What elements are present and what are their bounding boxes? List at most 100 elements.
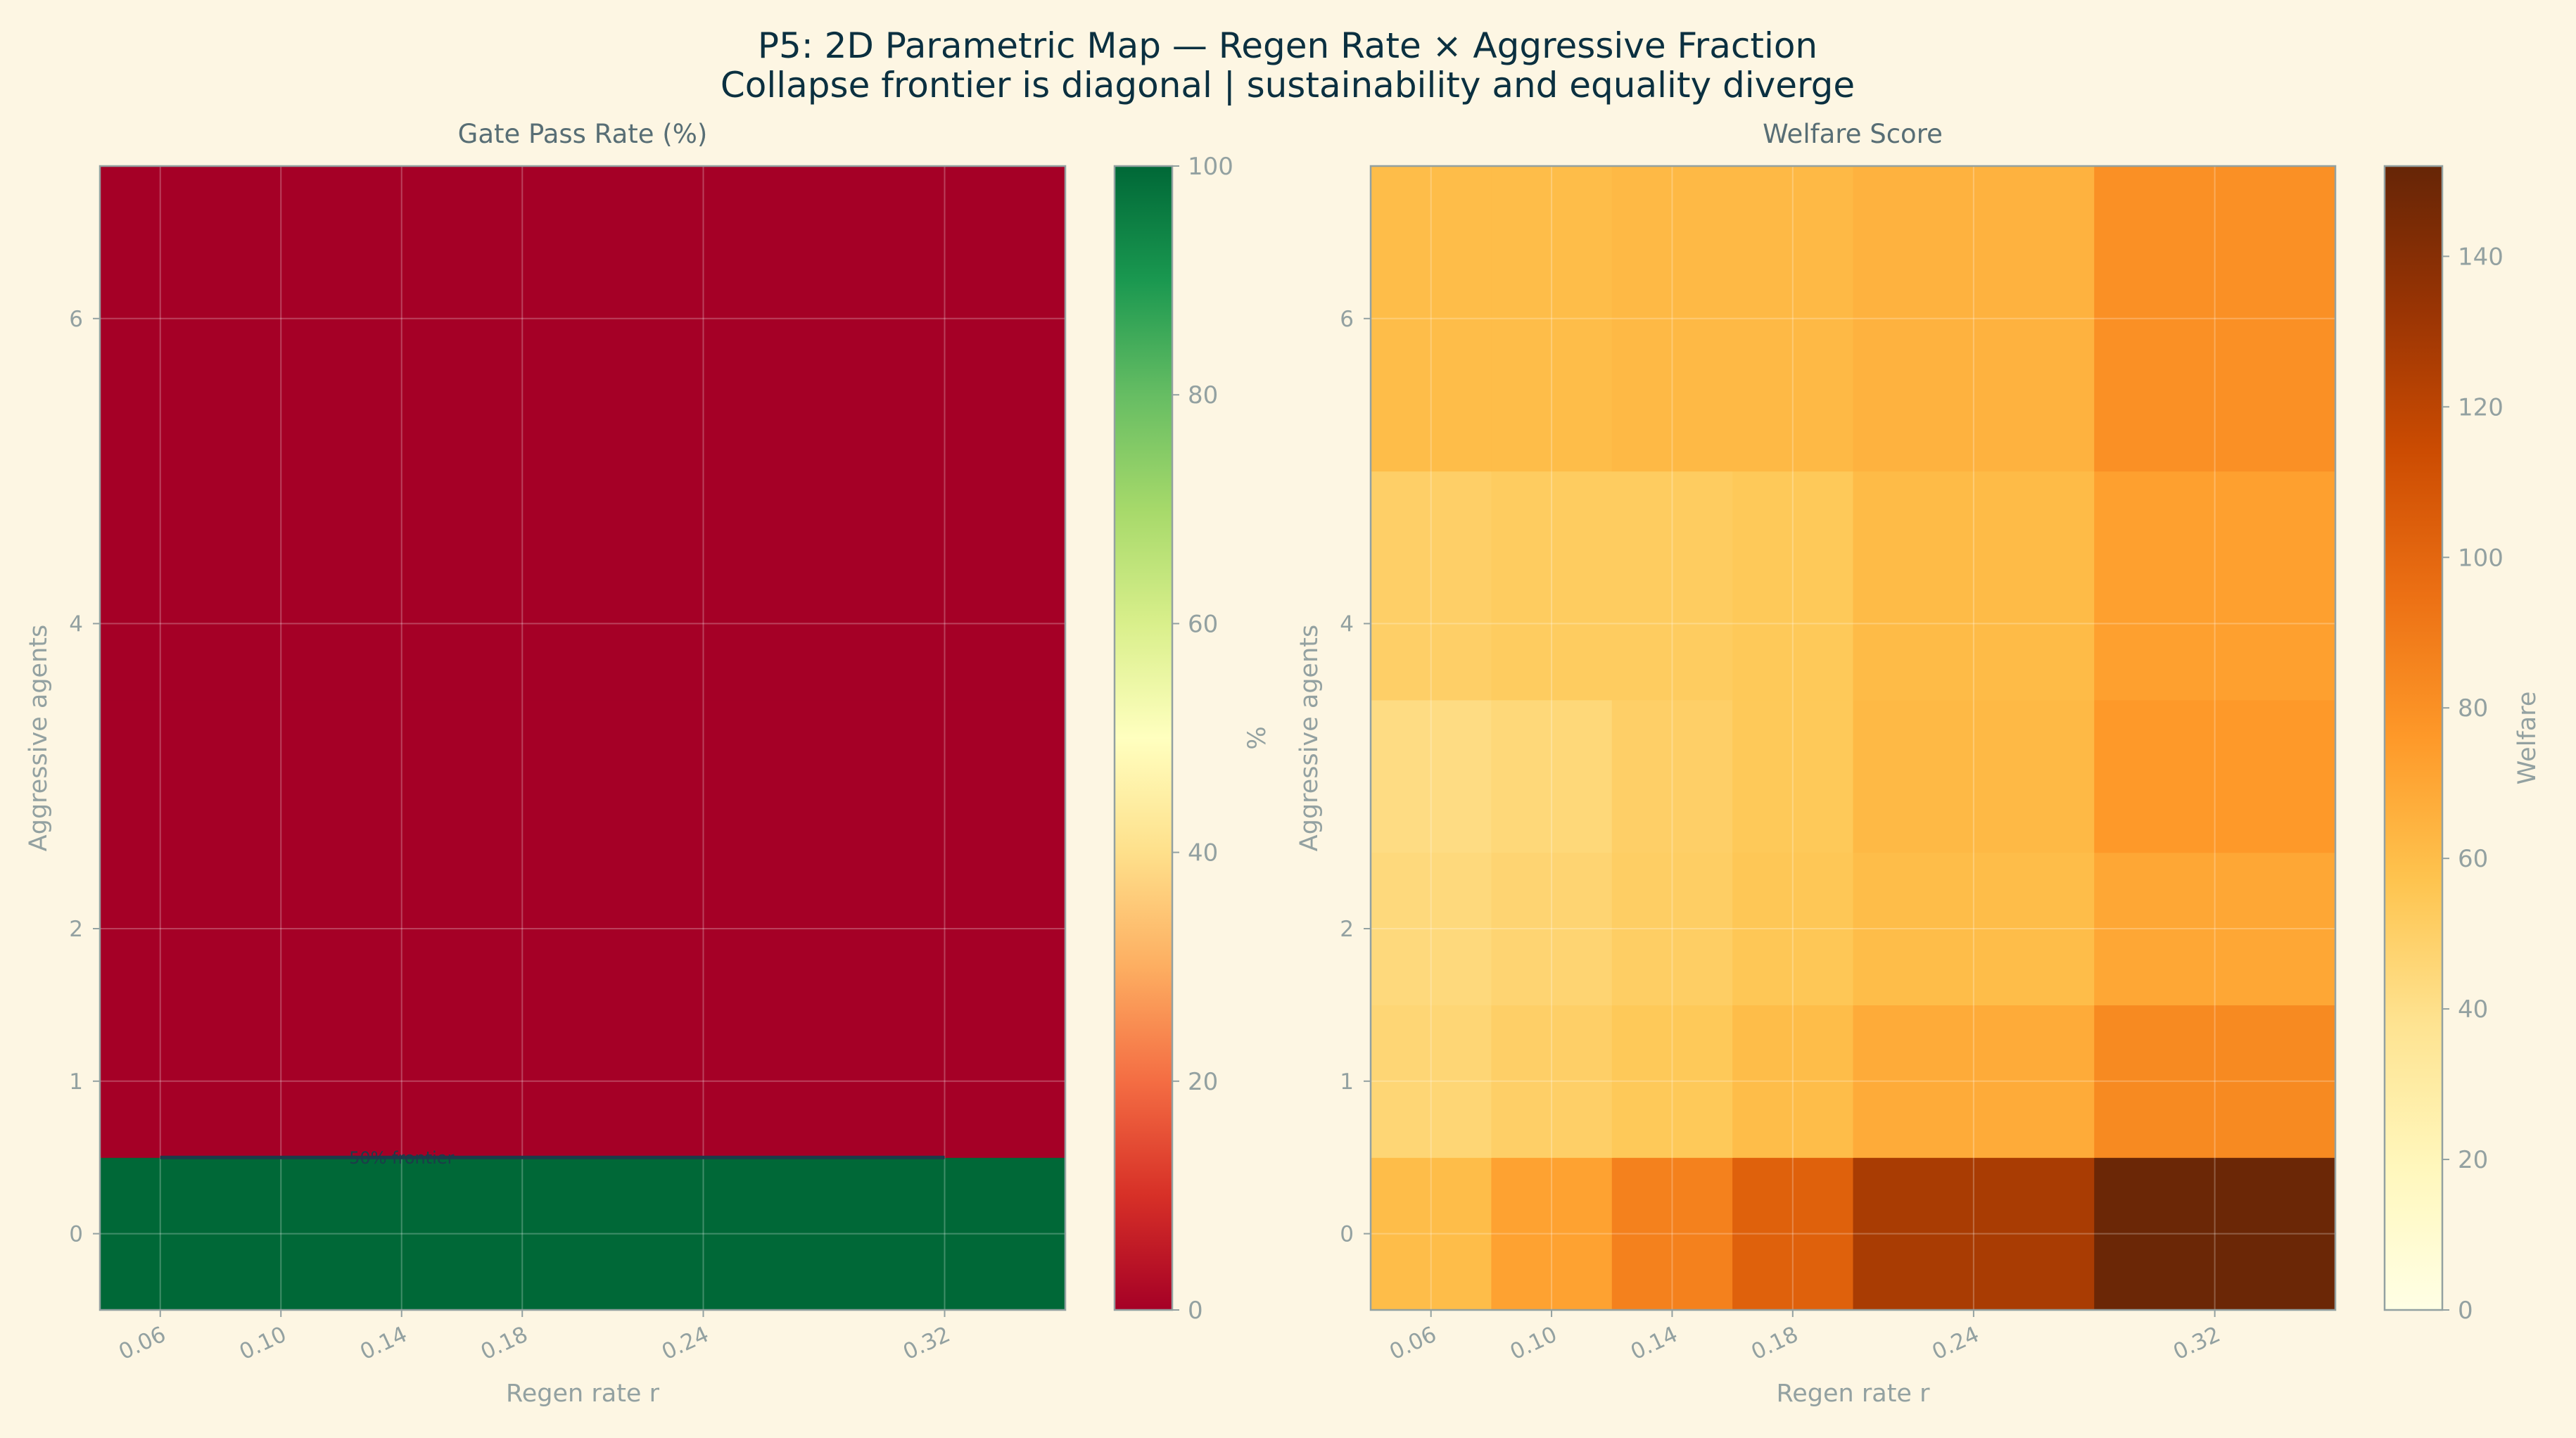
gate-pass-rate-title: Gate Pass Rate (%) — [458, 119, 708, 149]
welfare-score-panel: Welfare Score 0.06 0.10 0.14 0.18 0.24 0.32 0… — [1295, 119, 2542, 1408]
gate-pass-rate-cell — [220, 471, 342, 701]
gate-pass-rate-y-ticks: 0 1 2 4 6 — [69, 307, 100, 1247]
gate-pass-rate-colorbar-tick-label: 60 — [1188, 610, 1218, 638]
gate-pass-rate-cell — [341, 1157, 463, 1311]
gate-pass-rate-colorbar-tick-label: 80 — [1188, 381, 1218, 409]
welfare-score-cell — [1732, 1157, 1854, 1311]
welfare-score-y-tick-label: 2 — [1340, 917, 1354, 942]
welfare-score-cell — [1491, 1005, 1613, 1158]
welfare-score-colorbar-tick-label: 100 — [2458, 544, 2504, 572]
welfare-score-cell — [1853, 1157, 2095, 1311]
welfare-score-cell — [1491, 471, 1613, 701]
welfare-score-colorbar-tick-label: 140 — [2458, 243, 2504, 271]
gate-pass-rate-cell — [100, 471, 222, 701]
figure-title-line2: Collapse frontier is diagonal | sustaina… — [721, 65, 1855, 106]
gate-pass-rate-cell — [583, 471, 825, 701]
welfare-score-heatmap — [1371, 166, 2336, 1311]
welfare-score-cell — [1371, 699, 1492, 853]
gate-pass-rate-cell — [462, 1157, 583, 1311]
gate-pass-rate-cell — [341, 166, 463, 472]
gate-pass-rate-cell — [341, 1005, 463, 1158]
welfare-score-cell — [1853, 852, 2095, 1005]
gate-pass-rate-colorbar-tick-label: 20 — [1188, 1068, 1218, 1096]
gate-pass-rate-plot-frame — [99, 165, 1067, 1311]
welfare-score-colorbar-tick-label: 120 — [2458, 393, 2504, 421]
gate-pass-rate-heatmap — [100, 166, 1066, 1311]
welfare-score-cell — [1371, 471, 1492, 701]
welfare-score-y-tick-label: 4 — [1340, 611, 1354, 637]
gate-pass-rate-contour-label: 50% frontier — [349, 1148, 455, 1168]
welfare-score-cell — [1853, 166, 2095, 472]
gate-pass-rate-cell — [100, 1005, 222, 1158]
welfare-score-cell — [1371, 1157, 1492, 1311]
welfare-score-cell — [1853, 1005, 2095, 1158]
gate-pass-rate-x-axis-label: Regen rate r — [506, 1380, 660, 1408]
gate-pass-rate-cell — [824, 166, 1066, 472]
welfare-score-grid — [1371, 166, 2335, 1310]
welfare-score-colorbar: 0 20 40 60 80 100 120 140 — [2383, 165, 2504, 1325]
gate-pass-rate-y-tick-label: 1 — [69, 1069, 83, 1095]
welfare-score-colorbar-tick-label: 40 — [2458, 995, 2488, 1024]
welfare-score-cell — [1853, 699, 2095, 853]
gate-pass-rate-cell — [462, 166, 583, 472]
gate-pass-rate-colorbar-tick-label: 100 — [1188, 153, 1233, 181]
welfare-score-colorbar-label: Welfare — [2513, 692, 2542, 785]
gate-pass-rate-cell — [100, 699, 222, 853]
welfare-score-cell — [1611, 1005, 1733, 1158]
welfare-score-cell — [2094, 699, 2336, 853]
gate-pass-rate-cell — [100, 852, 222, 1005]
gate-pass-rate-cell — [220, 166, 342, 472]
gate-pass-rate-cell — [341, 852, 463, 1005]
welfare-score-cell — [1611, 166, 1733, 472]
welfare-score-y-ticks: 0 1 2 4 6 — [1340, 307, 1371, 1247]
welfare-score-cell — [1371, 1005, 1492, 1158]
gate-pass-rate-cell — [100, 1157, 222, 1311]
welfare-score-cell — [2094, 1005, 2336, 1158]
gate-pass-rate-cell — [220, 852, 342, 1005]
welfare-score-cell — [1732, 1005, 1854, 1158]
gate-pass-rate-cell — [220, 699, 342, 853]
gate-pass-rate-colorbar-tick-label: 0 — [1188, 1297, 1203, 1325]
gate-pass-rate-cell — [341, 699, 463, 853]
gate-pass-rate-grid — [100, 166, 1065, 1310]
gate-pass-rate-cell — [583, 852, 825, 1005]
welfare-score-cell — [1732, 699, 1854, 853]
gate-pass-rate-colorbar-gradient — [1115, 166, 1172, 1310]
welfare-score-colorbar-tick-label: 0 — [2458, 1297, 2473, 1325]
gate-pass-rate-cell — [583, 1157, 825, 1311]
gate-pass-rate-cell — [824, 1157, 1066, 1311]
welfare-score-x-axis-label: Regen rate r — [1777, 1380, 1931, 1408]
welfare-score-cell — [1611, 1157, 1733, 1311]
gate-pass-rate-panel: Gate Pass Rate (%) 50% frontier 0.06 0.10… — [25, 119, 1271, 1408]
welfare-score-cell — [1491, 166, 1613, 472]
gate-pass-rate-contour: 50% frontier — [160, 1148, 945, 1168]
gate-pass-rate-cell — [341, 471, 463, 701]
welfare-score-cell — [1732, 166, 1854, 472]
gate-pass-rate-cell — [824, 1005, 1066, 1158]
gate-pass-rate-cell — [462, 699, 583, 853]
welfare-score-cell — [1853, 471, 2095, 701]
gate-pass-rate-cell — [220, 1005, 342, 1158]
welfare-score-cell — [2094, 852, 2336, 1005]
gate-pass-rate-colorbar-tick-label: 40 — [1188, 839, 1218, 867]
welfare-score-y-tick-label: 1 — [1340, 1069, 1354, 1095]
gate-pass-rate-cell — [100, 166, 222, 472]
gate-pass-rate-y-tick-label: 4 — [69, 611, 83, 637]
welfare-score-colorbar-frame — [2383, 165, 2444, 1311]
welfare-score-colorbar-gradient — [2385, 166, 2442, 1310]
gate-pass-rate-y-axis-label: Aggressive agents — [25, 625, 53, 851]
welfare-score-cell — [1491, 1157, 1613, 1311]
welfare-score-y-axis-label: Aggressive agents — [1295, 625, 1324, 851]
gate-pass-rate-cell — [824, 852, 1066, 1005]
welfare-score-cell — [1491, 699, 1613, 853]
welfare-score-cell — [2094, 166, 2336, 472]
gate-pass-rate-cell — [824, 471, 1066, 701]
welfare-score-cell — [2094, 471, 2336, 701]
gate-pass-rate-colorbar-label: % — [1243, 726, 1271, 749]
welfare-score-plot-frame — [1369, 165, 2337, 1311]
gate-pass-rate-y-tick-label: 0 — [69, 1222, 83, 1247]
gate-pass-rate-cell — [462, 852, 583, 1005]
welfare-score-cell — [1371, 852, 1492, 1005]
gate-pass-rate-cell — [462, 471, 583, 701]
